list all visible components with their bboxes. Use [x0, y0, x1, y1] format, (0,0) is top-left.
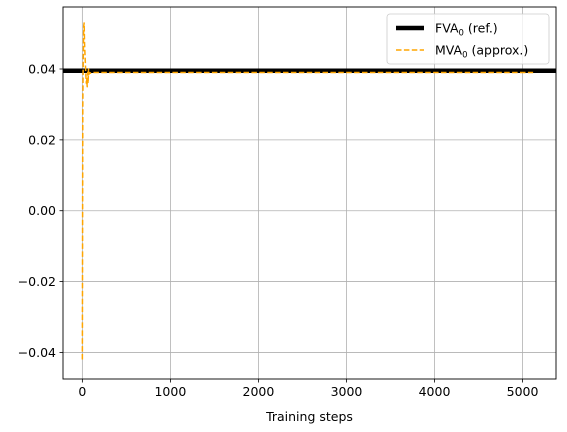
legend-label-main: FVA: [435, 21, 459, 36]
y-tick-label: 0.04: [28, 62, 56, 77]
x-tick-label: 2000: [243, 384, 275, 399]
legend: FVA0 (ref.)MVA0 (approx.): [386, 13, 550, 65]
legend-label: FVA0 (ref.): [435, 21, 498, 39]
legend-label-sub: 0: [462, 51, 467, 61]
x-axis-label: Training steps: [265, 409, 353, 424]
plot-series: [63, 22, 556, 360]
x-tick-label: 0: [78, 384, 86, 399]
x-tick-label: 1000: [154, 384, 186, 399]
y-tick-label: −0.02: [18, 274, 56, 289]
x-tick-label: 4000: [419, 384, 451, 399]
axis-ticks: 0 1000 2000 3000 4000 5000 −0.04 −0.02 0.00 0.02 0…: [18, 62, 539, 400]
y-tick-label: 0.02: [28, 132, 56, 147]
legend-label-suffix: (ref.): [464, 21, 498, 36]
y-tick-label: 0.00: [28, 203, 56, 218]
plot-frame: [62, 6, 557, 380]
legend-box: [386, 13, 550, 65]
series-line-mva-approx: [81, 22, 534, 360]
legend-label: MVA0 (approx.): [435, 43, 528, 61]
legend-label-sub: 0: [459, 29, 464, 39]
x-tick-label: 5000: [507, 384, 539, 399]
x-tick-label: 3000: [331, 384, 363, 399]
legend-label-suffix: (approx.): [468, 43, 529, 58]
y-tick-label: −0.04: [18, 345, 56, 360]
legend-label-main: MVA: [435, 43, 463, 58]
